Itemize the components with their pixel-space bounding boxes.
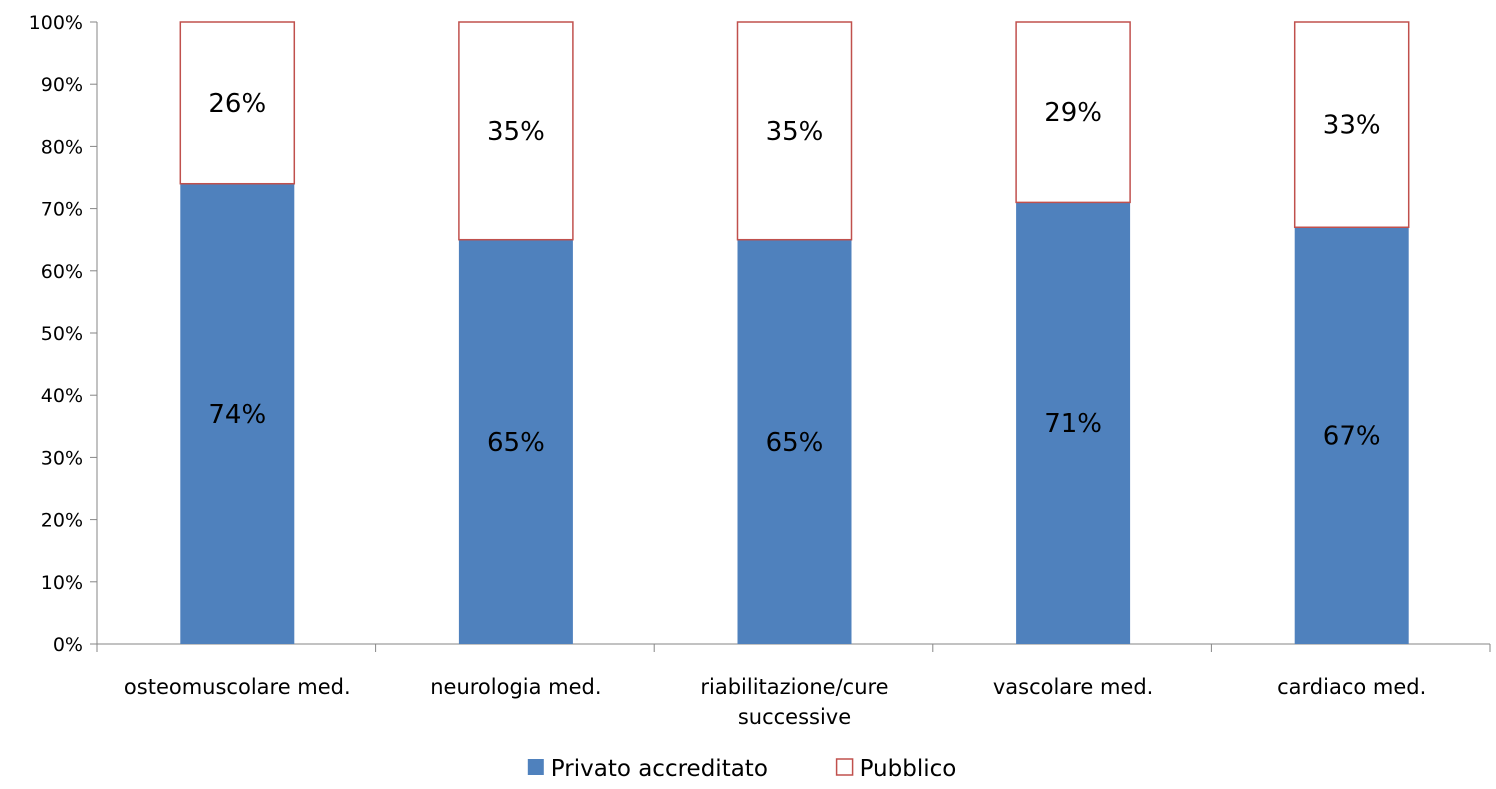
bar-segment-pubblico (1293, 21, 1410, 229)
y-tick-label: 30% (41, 447, 83, 469)
y-tick-label: 20% (41, 510, 83, 532)
data-label: 67% (1323, 422, 1381, 452)
data-label: 71% (1044, 409, 1102, 439)
y-tick-label: 50% (41, 323, 83, 345)
y-tick-label: 70% (41, 199, 83, 221)
data-label: 65% (487, 428, 545, 458)
legend-label: Pubblico (860, 756, 957, 782)
data-labels-layer: 74% 26% 65% 35% 65% 35% 71% 29% 67% 33% (208, 89, 1380, 458)
legend-label: Privato accreditato (551, 756, 768, 782)
x-tick-label: riabilitazione/cure (700, 675, 888, 699)
legend-item-pubblico: Pubblico (835, 756, 957, 782)
bar-segment-pubblico (1015, 21, 1131, 204)
y-tick-label: 80% (41, 136, 83, 158)
data-label: 33% (1323, 111, 1381, 141)
bar-segment-privato (1294, 227, 1409, 644)
data-label: 65% (766, 428, 824, 458)
bar-segment-privato (737, 239, 852, 644)
legend-item-privato: Privato accreditato (527, 756, 768, 782)
bars-layer (179, 21, 1410, 644)
x-tick-label: cardiaco med. (1277, 675, 1426, 699)
bar-segment-privato (458, 239, 573, 644)
bar-segment-privato (180, 183, 295, 644)
data-label: 26% (208, 89, 266, 119)
x-tick-label: successive (738, 705, 851, 729)
legend: Privato accreditato Pubblico (527, 756, 957, 782)
bar-segment-pubblico (179, 21, 296, 185)
legend-swatch (835, 758, 854, 776)
y-tick-label: 60% (41, 261, 83, 283)
y-tick-label: 90% (41, 74, 83, 96)
data-label: 29% (1044, 98, 1102, 128)
y-tick-label: 40% (41, 385, 83, 407)
data-label: 35% (487, 117, 545, 147)
axes-layer: 0% 10% 20% 30% 40% 50% 60% 70% 80% 90% 100% osteomu… (29, 12, 1491, 729)
x-tick-label: vascolare med. (993, 675, 1153, 699)
y-tick-label: 100% (29, 12, 83, 34)
legend-swatch (527, 759, 544, 775)
bar-segment-privato (1016, 202, 1131, 644)
data-label: 74% (208, 400, 266, 430)
bar-segment-pubblico (736, 21, 853, 241)
y-tick-label: 10% (41, 572, 83, 594)
y-tick-label: 0% (53, 634, 83, 656)
data-label: 35% (766, 117, 824, 147)
bar-segment-pubblico (458, 21, 574, 241)
x-tick-label: osteomuscolare med. (124, 675, 351, 699)
x-tick-label: neurologia med. (430, 675, 601, 699)
